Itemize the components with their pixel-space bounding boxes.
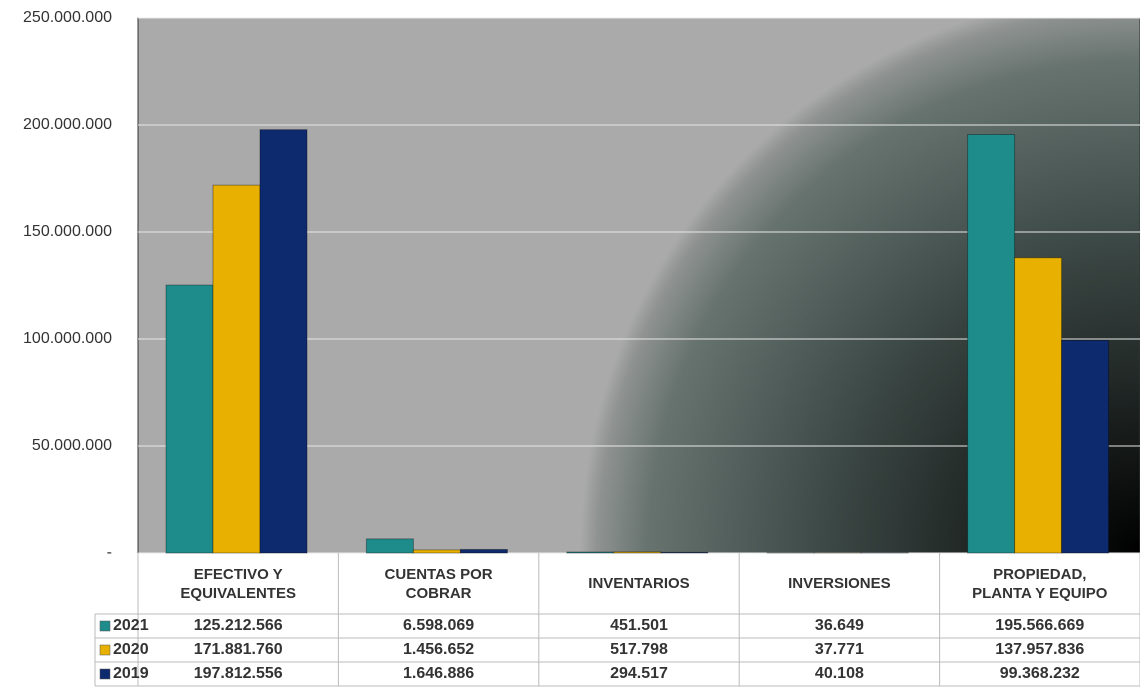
category-label: EFECTIVO Y EQUIVALENTES bbox=[180, 565, 296, 602]
table-value: 99.368.232 bbox=[1000, 665, 1080, 682]
bar bbox=[259, 129, 308, 554]
bar bbox=[165, 284, 214, 554]
table-value: 36.649 bbox=[815, 617, 864, 634]
table-value: 195.566.669 bbox=[995, 617, 1084, 634]
y-tick-label: - bbox=[107, 544, 112, 561]
category-label: CUENTAS POR COBRAR bbox=[384, 565, 493, 602]
table-value: 171.881.760 bbox=[194, 641, 283, 658]
y-tick-label: 150.000.000 bbox=[23, 223, 112, 240]
legend-label: 2019 bbox=[113, 665, 149, 682]
legend-label: 2020 bbox=[113, 641, 149, 658]
bar bbox=[967, 133, 1016, 554]
category-label: PROPIEDAD, PLANTA Y EQUIPO bbox=[972, 565, 1108, 602]
legend-key bbox=[99, 644, 111, 656]
y-tick-label: 200.000.000 bbox=[23, 116, 112, 133]
category-label: INVENTARIOS bbox=[588, 575, 690, 592]
y-tick-label: 50.000.000 bbox=[32, 437, 112, 454]
y-tick-label: 250.000.000 bbox=[23, 9, 112, 26]
table-value: 125.212.566 bbox=[194, 617, 283, 634]
legend-key bbox=[99, 620, 111, 632]
bar bbox=[459, 548, 508, 554]
legend-label: 2021 bbox=[113, 617, 149, 634]
table-value: 517.798 bbox=[610, 641, 668, 658]
bar bbox=[660, 551, 709, 554]
table-value: 1.456.652 bbox=[403, 641, 474, 658]
table-value: 1.646.886 bbox=[403, 665, 474, 682]
legend-key bbox=[99, 668, 111, 680]
bar bbox=[212, 184, 261, 554]
table-value: 137.957.836 bbox=[995, 641, 1084, 658]
table-value: 197.812.556 bbox=[194, 665, 283, 682]
bar bbox=[1014, 257, 1063, 554]
table-value: 294.517 bbox=[610, 665, 668, 682]
table-value: 451.501 bbox=[610, 617, 668, 634]
bar bbox=[1061, 339, 1110, 554]
table-value: 6.598.069 bbox=[403, 617, 474, 634]
y-tick-label: 100.000.000 bbox=[23, 330, 112, 347]
category-label: INVERSIONES bbox=[788, 575, 891, 592]
bar bbox=[365, 538, 414, 554]
table-value: 37.771 bbox=[815, 641, 864, 658]
table-value: 40.108 bbox=[815, 665, 864, 682]
